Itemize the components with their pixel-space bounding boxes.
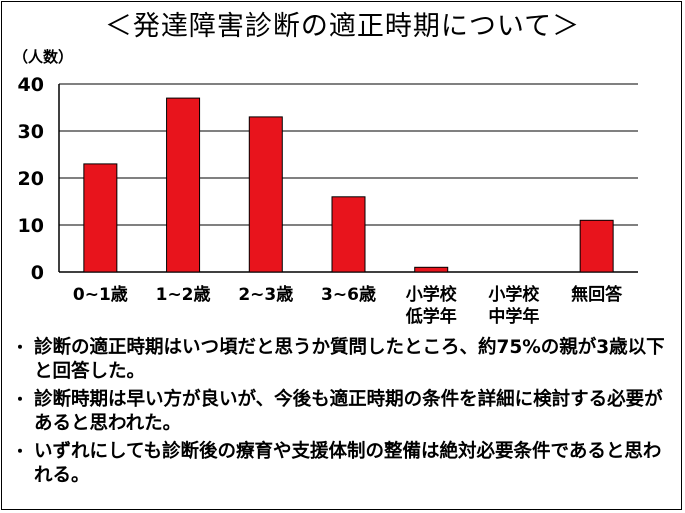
x-tick-label: 3~6歳 (321, 284, 376, 305)
chart-title: ＜発達障害診断の適正時期について＞ (104, 11, 581, 42)
x-tick-label: 中学年 (488, 306, 539, 327)
note-bullet: ・ (12, 442, 29, 461)
bar (414, 266, 449, 273)
bar (248, 116, 283, 273)
note-item: ・ 診断時期は早い方が良いが、今後も適正時期の条件を詳細に検討する必要があると思… (12, 388, 677, 436)
bar (83, 163, 118, 273)
y-tick-label: 10 (18, 215, 44, 237)
note-item: ・ いずれにしても診断後の療育や支援体制の整備は絶対必要条件であると思われる。 (12, 440, 677, 488)
x-tick-label: 0~1歳 (73, 284, 128, 305)
x-tick-label: 無回答 (571, 284, 623, 305)
bar (579, 219, 614, 273)
note-text: 診断の適正時期はいつ頃だと思うか質問したところ、約75%の親が3歳以下と回答した… (34, 337, 665, 382)
y-tick-label: 30 (18, 121, 44, 143)
bar (331, 196, 366, 273)
x-tick-label: 小学校 (406, 284, 458, 305)
y-unit-label: （人数） (13, 48, 73, 66)
x-tick-label: 小学校 (488, 284, 540, 305)
y-tick-label: 40 (18, 74, 44, 96)
note-bullet: ・ (12, 338, 29, 357)
note-text: 診断時期は早い方が良いが、今後も適正時期の条件を詳細に検討する必要があると思われ… (34, 389, 663, 434)
note-bullet: ・ (12, 390, 29, 409)
x-tick-label: 2~3歳 (238, 284, 293, 305)
y-tick-label: 0 (31, 262, 44, 284)
x-tick-label: 低学年 (405, 306, 457, 327)
note-item: ・ 診断の適正時期はいつ頃だと思うか質問したところ、約75%の親が3歳以下と回答… (12, 336, 677, 384)
bar (166, 97, 201, 273)
x-tick-label: 1~2歳 (156, 284, 211, 305)
y-tick-label: 20 (18, 168, 44, 190)
note-text: いずれにしても診断後の療育や支援体制の整備は絶対必要条件であると思われる。 (34, 441, 662, 486)
notes-list: ・ 診断の適正時期はいつ頃だと思うか質問したところ、約75%の親が3歳以下と回答… (12, 336, 677, 492)
